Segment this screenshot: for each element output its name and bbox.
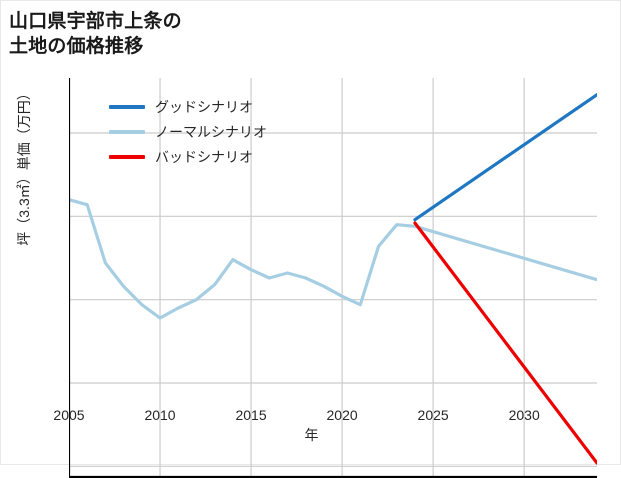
legend-label: バッドシナリオ [155,148,253,165]
x-tick-label: 2030 [508,407,540,423]
legend-swatch [109,154,145,159]
y-axis-label: 坪（3.3㎡）単価（万円） [16,86,32,246]
series-lines [69,93,597,465]
x-tick-label: 2005 [53,407,85,423]
series-line [413,93,597,222]
chart-legend: グッドシナリオ ノーマルシナリオ バッドシナリオ [109,94,339,169]
series-line [69,198,597,320]
chart-title: 山口県宇部市上条の 土地の価格推移 [9,11,182,58]
legend-label: ノーマルシナリオ [155,123,267,140]
legend-item[interactable]: ノーマルシナリオ [109,119,339,144]
x-axis-label: 年 [304,427,319,443]
x-tick-label: 2020 [326,407,358,423]
x-tick-label: 2015 [235,407,267,423]
legend-swatch [109,129,145,134]
legend-item[interactable]: バッドシナリオ [109,144,339,169]
x-tick-label: 2025 [417,407,449,423]
gridlines [69,78,597,478]
x-tick-label: 2010 [144,407,176,423]
legend-swatch [109,104,145,109]
series-line [413,221,597,465]
legend-item[interactable]: グッドシナリオ [109,94,339,119]
legend-label: グッドシナリオ [155,98,253,115]
